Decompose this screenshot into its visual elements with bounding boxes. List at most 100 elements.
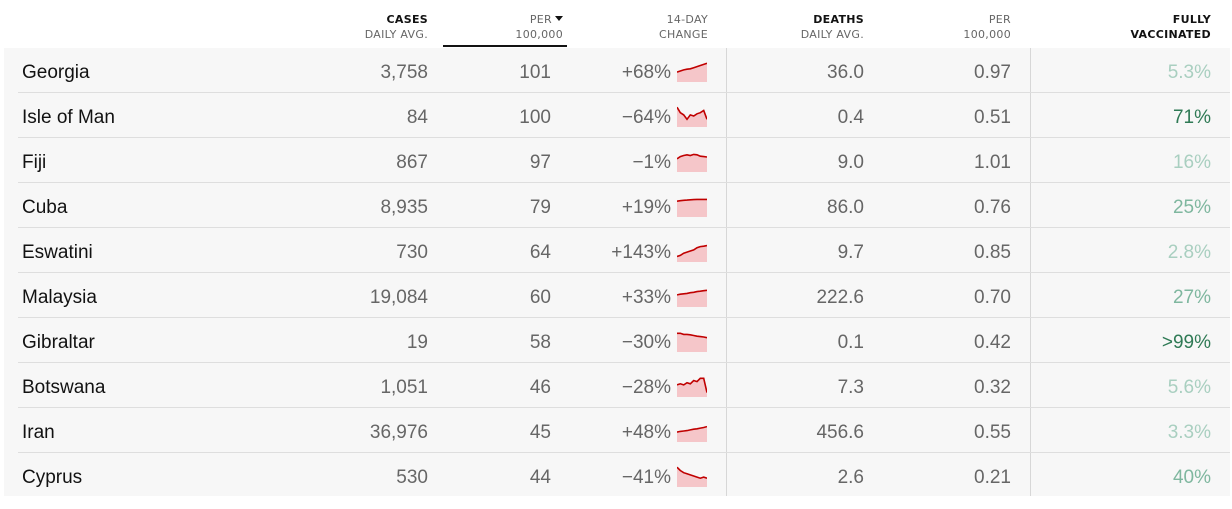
deaths-daily-avg: 222.6 bbox=[816, 287, 864, 308]
sparkline-line bbox=[677, 377, 707, 393]
deaths-per-100k: 0.76 bbox=[974, 197, 1011, 218]
fully-vaccinated-pct: 40% bbox=[1172, 467, 1211, 488]
table-row[interactable]: Malaysia 19,084 60 +33% 222.6 0.70 27% bbox=[4, 273, 1230, 318]
trend-sparkline bbox=[677, 289, 707, 307]
fully-vaccinated-pct: 71% bbox=[1172, 107, 1211, 128]
deaths-daily-avg: 0.1 bbox=[837, 332, 864, 353]
country-name: Cuba bbox=[22, 197, 68, 218]
cases-daily-avg: 867 bbox=[396, 152, 428, 173]
deaths-daily-avg: 36.0 bbox=[827, 62, 864, 83]
sparkline-area bbox=[677, 154, 707, 172]
cases-daily-avg: 36,976 bbox=[369, 422, 428, 443]
trend-sparkline bbox=[677, 244, 707, 262]
sparkline-area bbox=[677, 245, 707, 262]
table-body: Georgia 3,758 101 +68% 36.0 0.97 5.3% Isle of M… bbox=[4, 48, 1230, 496]
table-row[interactable]: Iran 36,976 45 +48% 456.6 0.55 3.3% bbox=[4, 408, 1230, 453]
country-name: Iran bbox=[22, 422, 55, 443]
table-row[interactable]: Eswatini 730 64 +143% 9.7 0.85 2.8% bbox=[4, 228, 1230, 273]
country-name: Malaysia bbox=[22, 287, 97, 308]
sparkline-area bbox=[677, 107, 707, 127]
cases-daily-avg: 8,935 bbox=[380, 197, 428, 218]
fourteen-day-change: −64% bbox=[621, 107, 671, 128]
country-name: Isle of Man bbox=[22, 107, 115, 128]
sparkline-line bbox=[677, 106, 707, 121]
cases-per-100k: 60 bbox=[529, 287, 551, 308]
header-cases-sublabel: DAILY AVG. bbox=[364, 28, 428, 41]
trend-sparkline bbox=[677, 153, 707, 172]
table-row[interactable]: Cyprus 530 44 −41% 2.6 0.21 40% bbox=[4, 453, 1230, 498]
header-per2-sublabel: 100,000 bbox=[963, 28, 1011, 41]
sparkline-area bbox=[677, 467, 707, 487]
header-vacc-sublabel: VACCINATED bbox=[1130, 28, 1211, 41]
sparkline-area bbox=[677, 426, 707, 442]
fully-vaccinated-pct: >99% bbox=[1161, 332, 1211, 353]
table-row[interactable]: Georgia 3,758 101 +68% 36.0 0.97 5.3% bbox=[4, 48, 1230, 93]
deaths-per-100k: 0.97 bbox=[974, 62, 1011, 83]
table-row[interactable]: Gibraltar 19 58 −30% 0.1 0.42 >99% bbox=[4, 318, 1230, 363]
fourteen-day-change: +19% bbox=[621, 197, 671, 218]
deaths-per-100k: 0.55 bbox=[974, 422, 1011, 443]
cases-per-100k: 79 bbox=[529, 197, 551, 218]
fourteen-day-change: +48% bbox=[621, 422, 671, 443]
row-divider bbox=[18, 452, 1230, 453]
cases-daily-avg: 1,051 bbox=[380, 377, 428, 398]
trend-sparkline bbox=[677, 198, 707, 217]
table-row[interactable]: Fiji 867 97 −1% 9.0 1.01 16% bbox=[4, 138, 1230, 183]
trend-sparkline bbox=[677, 425, 707, 442]
deaths-per-100k: 0.51 bbox=[974, 107, 1011, 128]
fully-vaccinated-pct: 16% bbox=[1172, 152, 1211, 173]
deaths-daily-avg: 0.4 bbox=[837, 107, 864, 128]
country-name: Fiji bbox=[22, 152, 47, 173]
cases-per-100k: 64 bbox=[529, 242, 551, 263]
row-divider bbox=[18, 182, 1230, 183]
cases-per-100k: 101 bbox=[519, 62, 551, 83]
deaths-daily-avg: 9.7 bbox=[837, 242, 864, 263]
table-row[interactable]: Cuba 8,935 79 +19% 86.0 0.76 25% bbox=[4, 183, 1230, 228]
header-per-sublabel: 100,000 bbox=[515, 28, 563, 41]
cases-per-100k: 44 bbox=[529, 467, 551, 488]
header-14-day-change[interactable]: 14-DAY CHANGE bbox=[608, 12, 708, 42]
fourteen-day-change: +68% bbox=[621, 62, 671, 83]
sort-descending-icon bbox=[555, 16, 563, 21]
header-cases[interactable]: CASES DAILY AVG. bbox=[330, 12, 428, 42]
row-divider bbox=[18, 317, 1230, 318]
trend-sparkline bbox=[677, 106, 707, 127]
cases-daily-avg: 84 bbox=[406, 107, 428, 128]
header-per-100k-cases[interactable]: PER 100,000 bbox=[460, 12, 563, 42]
sparkline-line bbox=[677, 244, 707, 258]
cases-daily-avg: 530 bbox=[396, 467, 428, 488]
header-per2-label: PER bbox=[988, 13, 1011, 26]
header-deaths-sublabel: DAILY AVG. bbox=[800, 28, 864, 41]
deaths-per-100k: 0.21 bbox=[974, 467, 1011, 488]
deaths-per-100k: 0.85 bbox=[974, 242, 1011, 263]
sparkline-line bbox=[677, 466, 707, 480]
row-divider bbox=[18, 92, 1230, 93]
fully-vaccinated-pct: 3.3% bbox=[1167, 422, 1211, 443]
sparkline-area bbox=[677, 333, 707, 352]
cases-per-100k: 45 bbox=[529, 422, 551, 443]
trend-sparkline bbox=[677, 332, 707, 352]
header-deaths[interactable]: DEATHS DAILY AVG. bbox=[764, 12, 864, 42]
cases-per-100k: 97 bbox=[529, 152, 551, 173]
header-fully-vaccinated[interactable]: FULLY VACCINATED bbox=[1100, 12, 1211, 42]
row-divider bbox=[18, 272, 1230, 273]
header-vacc-label: FULLY bbox=[1172, 13, 1211, 26]
fourteen-day-change: −28% bbox=[621, 377, 671, 398]
sparkline-line bbox=[677, 62, 707, 73]
cases-daily-avg: 19 bbox=[406, 332, 428, 353]
country-name: Gibraltar bbox=[22, 332, 95, 353]
sparkline-area bbox=[677, 63, 707, 82]
deaths-daily-avg: 9.0 bbox=[837, 152, 864, 173]
row-divider bbox=[18, 137, 1230, 138]
fully-vaccinated-pct: 25% bbox=[1172, 197, 1211, 218]
table-row[interactable]: Botswana 1,051 46 −28% 7.3 0.32 5.6% bbox=[4, 363, 1230, 408]
sparkline-line bbox=[677, 425, 707, 433]
cases-daily-avg: 730 bbox=[396, 242, 428, 263]
cases-per-100k: 46 bbox=[529, 377, 551, 398]
country-name: Georgia bbox=[22, 62, 90, 83]
header-per-100k-deaths[interactable]: PER 100,000 bbox=[910, 12, 1011, 42]
row-divider bbox=[18, 407, 1230, 408]
table-row[interactable]: Isle of Man 84 100 −64% 0.4 0.51 71% bbox=[4, 93, 1230, 138]
fully-vaccinated-pct: 5.6% bbox=[1167, 377, 1211, 398]
cases-daily-avg: 3,758 bbox=[380, 62, 428, 83]
